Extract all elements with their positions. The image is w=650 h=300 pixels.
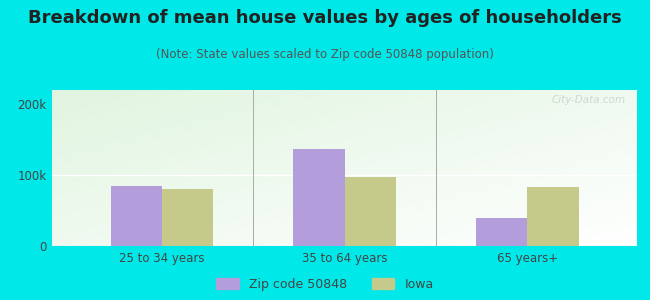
Legend: Zip code 50848, Iowa: Zip code 50848, Iowa xyxy=(216,278,434,291)
Bar xyxy=(344,177,396,246)
Text: Breakdown of mean house values by ages of householders: Breakdown of mean house values by ages o… xyxy=(28,9,622,27)
Bar xyxy=(527,187,579,246)
Bar xyxy=(293,149,345,246)
Bar xyxy=(111,186,162,246)
Bar xyxy=(162,189,213,246)
Text: (Note: State values scaled to Zip code 50848 population): (Note: State values scaled to Zip code 5… xyxy=(156,48,494,61)
Bar xyxy=(476,218,527,246)
Text: City-Data.com: City-Data.com xyxy=(551,95,625,105)
